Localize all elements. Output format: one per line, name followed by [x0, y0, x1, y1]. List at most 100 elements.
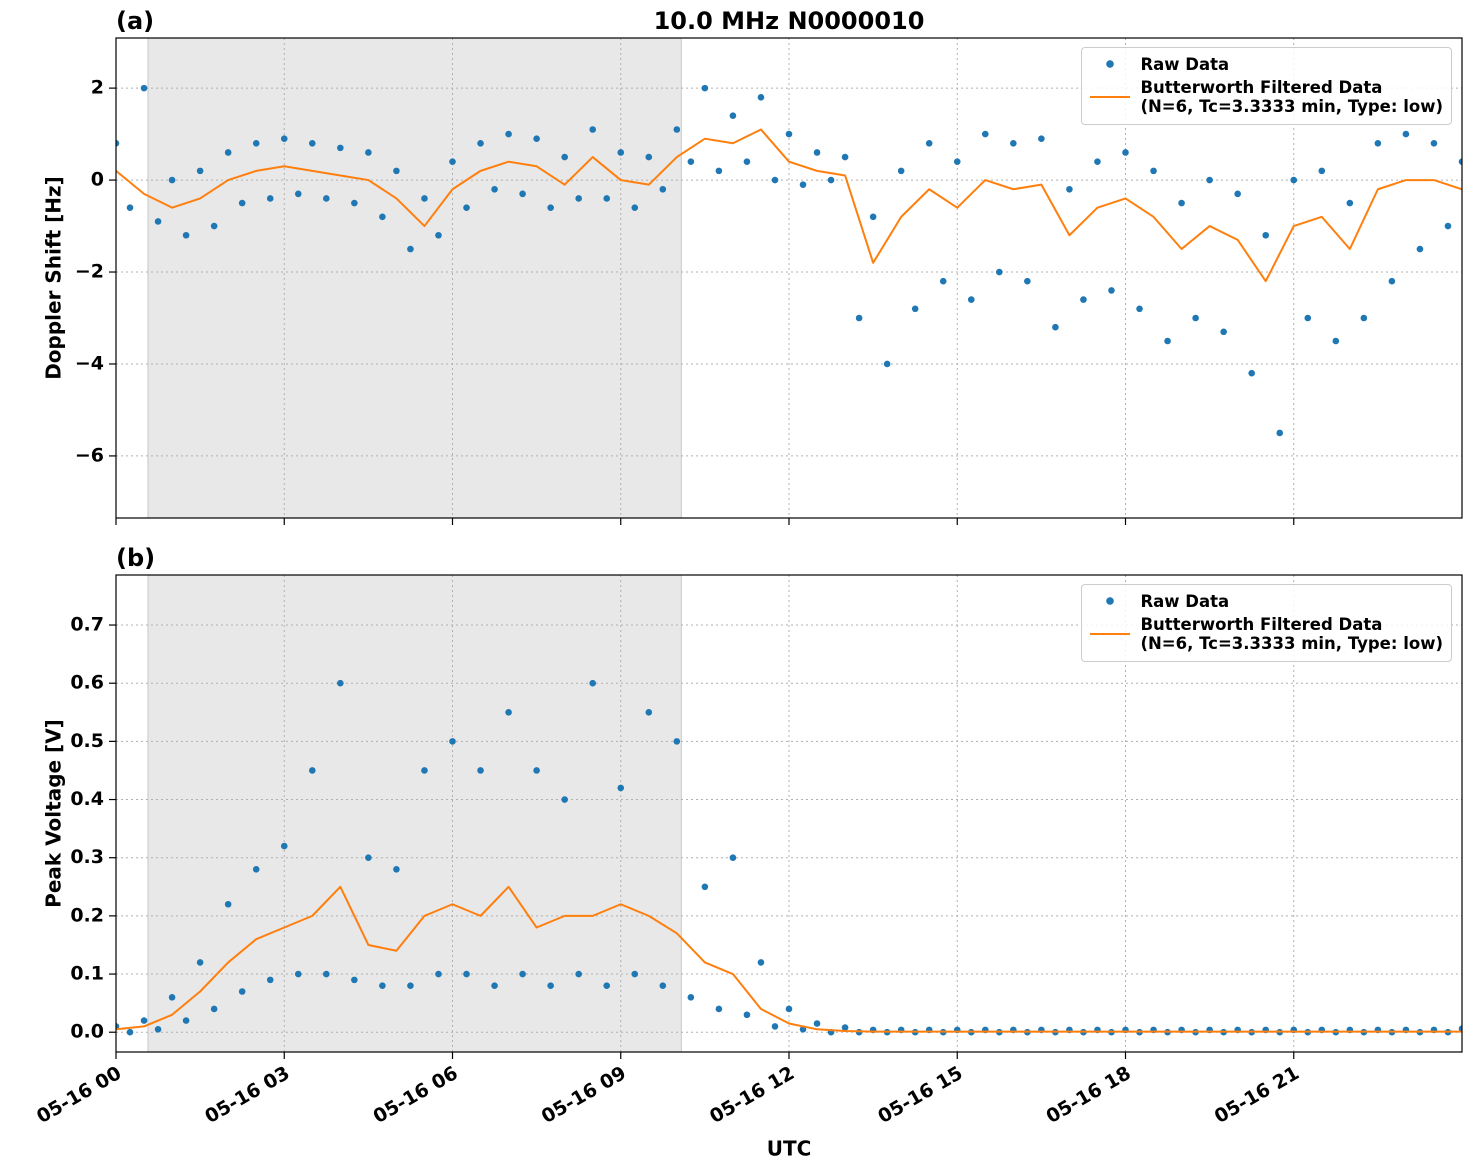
raw-point: [659, 982, 667, 989]
raw-point: [337, 679, 344, 687]
raw-point: [491, 185, 498, 193]
x-tick-label: 05-16 12: [706, 1062, 798, 1128]
raw-point: [280, 842, 288, 850]
y-axis-label: Doppler Shift [Hz]: [42, 176, 66, 380]
raw-point: [168, 994, 176, 1001]
raw-point: [266, 195, 274, 202]
raw-point: [589, 679, 597, 687]
y-tick-label: −6: [75, 444, 104, 466]
raw-point: [645, 708, 653, 716]
raw-point: [294, 190, 302, 198]
legend-entry: Raw Data: [1090, 591, 1443, 611]
raw-point: [925, 139, 933, 147]
x-tick-label: 05-16 21: [1211, 1062, 1303, 1128]
raw-point: [967, 296, 975, 303]
raw-point: [659, 185, 667, 193]
x-tick-label: 05-16 09: [538, 1062, 630, 1128]
raw-point: [308, 139, 316, 147]
legend-glyph: [1090, 87, 1131, 107]
raw-point: [1136, 305, 1143, 313]
raw-point: [1444, 222, 1452, 230]
raw-point: [1332, 337, 1340, 345]
legend-label: Raw Data: [1140, 54, 1230, 74]
legend-entry: Raw Data: [1090, 54, 1443, 74]
plot-area: [116, 679, 1462, 1036]
raw-point: [1262, 231, 1270, 239]
raw-point: [505, 708, 512, 716]
raw-point: [743, 158, 751, 165]
raw-point: [603, 982, 611, 989]
raw-point: [182, 1017, 190, 1024]
legend: Raw Data Butterworth Filtered Data (N=6, …: [1081, 584, 1452, 662]
raw-point: [1430, 139, 1438, 147]
raw-point: [463, 204, 470, 211]
raw-point: [911, 305, 919, 313]
raw-point: [631, 204, 639, 211]
legend-glyph: [1090, 591, 1131, 611]
raw-point: [687, 158, 695, 165]
x-tick-label: 05-16 06: [369, 1062, 461, 1128]
raw-point: [1458, 1025, 1462, 1033]
raw-point: [449, 738, 456, 745]
raw-point: [280, 135, 288, 142]
raw-point: [603, 195, 611, 202]
raw-point: [1374, 139, 1382, 147]
raw-point: [785, 130, 793, 138]
raw-point: [673, 738, 681, 745]
raw-point: [224, 900, 232, 908]
x-tick-label: 05-16 03: [201, 1062, 293, 1128]
raw-point: [210, 1005, 218, 1013]
raw-point: [1360, 314, 1368, 322]
raw-point: [1038, 135, 1045, 142]
filtered-line: [116, 885, 1462, 1033]
raw-point: [715, 167, 723, 175]
raw-point: [435, 970, 442, 978]
raw-point: [813, 149, 821, 156]
raw-point: [953, 158, 961, 165]
raw-point: [1192, 314, 1199, 322]
plot-area: [116, 84, 1462, 437]
raw-point: [182, 231, 190, 239]
shaded-span: [147, 37, 682, 519]
raw-point: [252, 139, 260, 147]
raw-point: [813, 1020, 821, 1027]
axes-frame: [115, 37, 1463, 519]
raw-point: [1248, 369, 1255, 377]
raw-point: [1402, 130, 1410, 138]
raw-point: [743, 1011, 751, 1019]
raw-point: [140, 84, 148, 92]
y-tick-label: 0.6: [70, 672, 104, 694]
raw-point: [1066, 185, 1073, 193]
raw-point: [631, 970, 639, 978]
raw-point: [1416, 245, 1424, 253]
raw-point: [154, 218, 162, 225]
legend-entry: Butterworth Filtered Data (N=6, Tc=3.333…: [1090, 615, 1443, 653]
raw-point: [463, 970, 470, 978]
raw-point: [491, 982, 498, 989]
y-tick-label: 0.7: [70, 614, 104, 636]
raw-point: [477, 767, 484, 774]
raw-point: [238, 988, 246, 995]
raw-point: [771, 176, 779, 184]
y-tick-label: −2: [75, 261, 104, 283]
raw-point: [1290, 176, 1298, 184]
raw-point: [1024, 277, 1031, 285]
raw-point: [757, 94, 765, 101]
raw-point: [1108, 287, 1115, 294]
raw-point: [757, 959, 765, 966]
raw-point: [449, 158, 456, 165]
panel-label: (b): [116, 544, 155, 572]
legend-label: Butterworth Filtered Data (N=6, Tc=3.333…: [1140, 615, 1443, 653]
raw-point: [140, 1017, 148, 1024]
raw-point: [533, 767, 540, 774]
raw-point: [1276, 429, 1284, 437]
raw-point: [294, 970, 302, 978]
legend-glyph: [1090, 624, 1131, 644]
y-tick-label: 0: [91, 169, 104, 191]
raw-point: [729, 112, 737, 120]
axes-frame: [115, 574, 1463, 1053]
raw-point: [1164, 337, 1171, 345]
raw-point: [1178, 199, 1185, 207]
